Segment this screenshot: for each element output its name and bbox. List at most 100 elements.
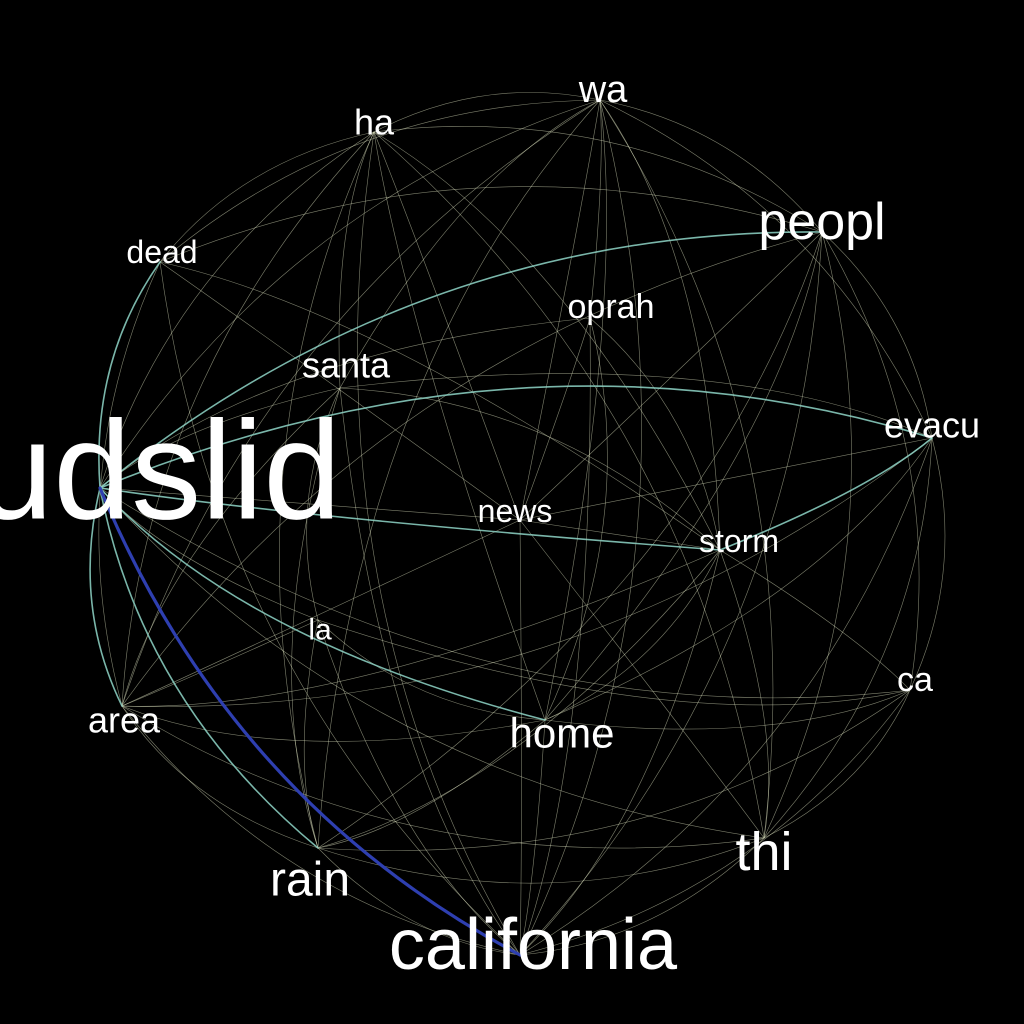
edge-home-evacu [544,437,933,721]
edge-california-wa [519,99,642,956]
edge-peopl-ha [373,126,823,233]
edge-peopl-thi [763,231,852,839]
edge-evacu-news [519,437,933,521]
edge-mudslid-news [99,487,521,521]
edge-mudslid-area [89,487,123,707]
edge-rain-storm [317,549,721,849]
edge-home-storm [544,549,721,721]
edge-wa-oprah [589,99,602,319]
edge-thi-area [121,705,765,849]
edge-wa-area [121,99,601,707]
edge-wa-santa [339,99,601,389]
edge-california-storm [519,549,721,956]
edge-news-area [121,519,521,707]
edge-storm-ca [719,549,911,691]
node-label-rain: rain [270,854,350,907]
node-label-wa: wa [578,69,628,111]
edge-oprah-news [519,317,591,521]
edge-mudslid-ha [99,131,375,489]
node-label-dead: dead [126,234,197,270]
edge-storm-area [121,549,721,707]
edge-dead-area [98,261,161,707]
node-label-storm: storm [699,523,779,559]
edge-rain-ha [279,131,375,849]
edge-ha-storm [373,131,721,551]
edge-thi-wa [599,99,774,839]
edge-oprah-storm [589,317,721,551]
edge-wa-evacu [599,99,933,439]
edge-wa-news [519,99,601,521]
node-label-peopl: peopl [758,193,885,251]
edge-ca-la [317,619,911,706]
edge-california-ha [357,131,521,956]
edge-ha-santa [338,131,375,389]
node-label-evacu: evacu [884,405,980,446]
edge-home-wa [544,99,607,721]
edge-peopl-area [121,231,823,707]
node-label-california: california [389,905,678,985]
edge-peopl-home [544,231,823,721]
edge-wa-ha [373,92,601,133]
edge-santa-area [121,387,341,707]
edge-evacu-storm [719,437,933,551]
edge-california-news [519,519,522,956]
edge-california-dead [159,261,521,956]
edge-rain-wa [317,99,601,849]
edge-mudslid-peopl [99,231,823,489]
edge-santa-evacu [339,373,933,439]
edge-santa-storm [339,387,721,551]
node-label-home: home [509,710,614,757]
edge-news-storm [519,519,721,551]
label-layer: mudslid california peopl thi rain home w… [0,69,980,985]
edge-mudslid-rain [99,487,319,849]
node-label-oprah: oprah [568,288,655,326]
edge-california-home [519,719,546,956]
edge-rain-area [121,705,319,849]
edge-rain-home [317,719,546,849]
edge-california-santa [339,387,521,956]
node-label-santa: santa [302,345,391,386]
edge-mudslid-california [98,486,522,957]
edge-peopl-dead [159,186,823,263]
node-label-area: area [88,700,161,741]
edge-thi-storm [719,549,769,839]
node-label-la: la [308,614,332,647]
edge-mudslid-storm [99,487,721,551]
edge-home-ca [544,689,911,730]
edge-mudslid-ca [99,487,911,699]
node-label-ha: ha [354,102,395,143]
edge-rain-la [303,619,319,849]
edge-peopl-evacu [821,231,933,439]
edge-california-ca [519,689,911,956]
node-label-news: news [478,493,553,529]
edge-mudslid-dead [98,261,161,489]
edge-ha-dead [159,131,375,263]
edge-home-ha [373,131,546,721]
edge-thi-ca [763,689,911,839]
edge-mudslid-oprah [99,317,591,489]
edge-ha-news [373,131,521,521]
edge-dead-news [159,261,521,521]
node-label-mudslid: mudslid [0,392,341,549]
edge-peopl-wa [599,99,823,233]
edge-california-rain [317,847,521,956]
edge-peopl-rain [317,231,823,849]
edge-mudslid-wa [99,99,601,489]
edge-california-peopl [519,231,823,956]
edge-rain-ca [317,689,911,851]
edge-evacu-area [121,437,933,707]
edge-thi-news [519,519,765,839]
edge-california-oprah [519,317,591,956]
edge-area-la [121,619,319,707]
edge-ha-area [121,131,375,707]
edge-mudslid-evacu [99,385,933,489]
edge-dead-storm [159,261,721,551]
edge-rain-santa [291,387,341,849]
node-label-ca: ca [897,661,933,699]
edge-home-area [121,705,546,742]
edge-peopl-ca [821,231,920,691]
edge-california-la [317,619,521,956]
edge-layer [89,92,946,957]
node-label-thi: thi [735,822,792,882]
